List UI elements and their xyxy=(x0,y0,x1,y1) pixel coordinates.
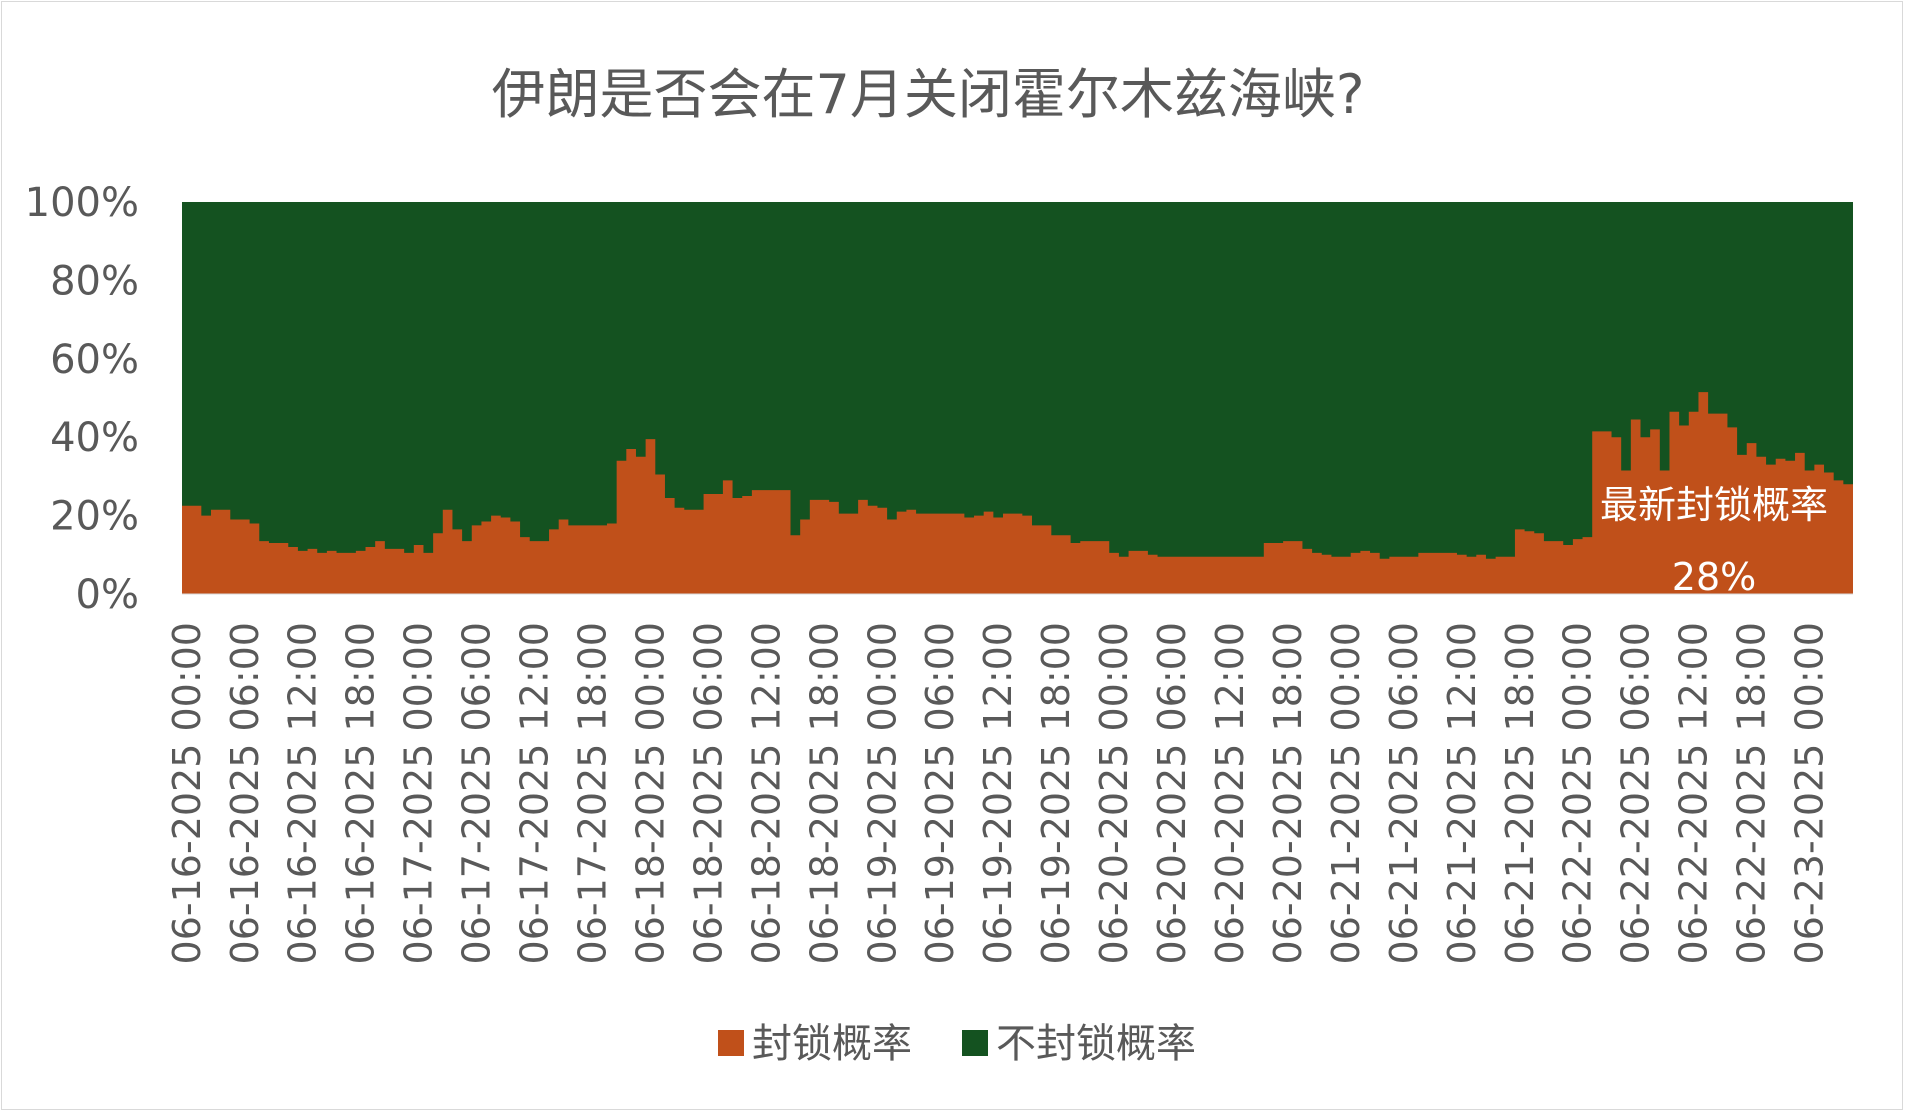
legend: 封锁概率 不封锁概率 xyxy=(718,1021,1196,1067)
annotations: 最新封锁概率 28% xyxy=(1600,483,1828,599)
area-blockade xyxy=(182,392,1853,594)
x-tick-label: 06-18-2025 12:00 xyxy=(744,622,788,964)
x-tick-label: 06-18-2025 06:00 xyxy=(686,622,730,964)
y-tick-label: 100% xyxy=(25,180,139,226)
x-tick-label: 06-19-2025 12:00 xyxy=(976,622,1020,964)
x-tick-label: 06-20-2025 00:00 xyxy=(1092,622,1136,964)
x-tick-label: 06-16-2025 00:00 xyxy=(165,622,209,964)
y-tick-label: 60% xyxy=(50,337,139,383)
x-tick-label: 06-19-2025 18:00 xyxy=(1034,622,1078,964)
x-tick-label: 06-17-2025 00:00 xyxy=(397,622,441,964)
y-tick-label: 80% xyxy=(50,258,139,304)
x-tick-label: 06-17-2025 12:00 xyxy=(513,622,557,964)
x-tick-label: 06-23-2025 00:00 xyxy=(1788,622,1832,964)
x-tick-label: 06-17-2025 18:00 xyxy=(571,622,615,964)
plot-area xyxy=(182,202,1853,595)
latest-probability-label: 最新封锁概率 xyxy=(1600,483,1828,527)
x-tick-label: 06-21-2025 12:00 xyxy=(1440,622,1484,964)
x-tick-label: 06-16-2025 06:00 xyxy=(223,622,267,964)
x-tick-label: 06-16-2025 18:00 xyxy=(339,622,383,964)
x-tick-label: 06-18-2025 00:00 xyxy=(629,622,673,964)
y-tick-label: 0% xyxy=(76,572,139,618)
x-tick-label: 06-20-2025 18:00 xyxy=(1266,622,1310,964)
legend-swatch-no-blockade xyxy=(962,1030,988,1056)
x-tick-label: 06-19-2025 06:00 xyxy=(918,622,962,964)
legend-label-no-blockade: 不封锁概率 xyxy=(996,1021,1196,1067)
y-axis: 0% 20% 40% 60% 80% 100% xyxy=(25,180,139,618)
x-tick-label: 06-20-2025 06:00 xyxy=(1150,622,1194,964)
x-tick-label: 06-21-2025 06:00 xyxy=(1382,622,1426,964)
x-tick-label: 06-17-2025 06:00 xyxy=(455,622,499,964)
x-tick-label: 06-22-2025 12:00 xyxy=(1672,622,1716,964)
x-tick-label: 06-22-2025 06:00 xyxy=(1614,622,1658,964)
x-axis: 06-16-2025 00:00 06-16-2025 06:00 06-16-20… xyxy=(165,622,1832,964)
latest-probability-value: 28% xyxy=(1672,555,1756,599)
x-tick-label: 06-18-2025 18:00 xyxy=(802,622,846,964)
x-tick-label: 06-19-2025 00:00 xyxy=(860,622,904,964)
x-tick-label: 06-16-2025 12:00 xyxy=(281,622,325,964)
legend-label-blockade: 封锁概率 xyxy=(752,1021,912,1067)
x-tick-label: 06-22-2025 00:00 xyxy=(1556,622,1600,964)
x-tick-label: 06-20-2025 12:00 xyxy=(1208,622,1252,964)
chart-title: 伊朗是否会在7月关闭霍尔木兹海峡? xyxy=(491,63,1364,126)
x-tick-label: 06-21-2025 18:00 xyxy=(1498,622,1542,964)
x-tick-label: 06-22-2025 18:00 xyxy=(1730,622,1774,964)
x-tick-label: 06-21-2025 00:00 xyxy=(1324,622,1368,964)
y-tick-label: 40% xyxy=(50,415,139,461)
legend-swatch-blockade xyxy=(718,1030,744,1056)
y-tick-label: 20% xyxy=(50,494,139,540)
